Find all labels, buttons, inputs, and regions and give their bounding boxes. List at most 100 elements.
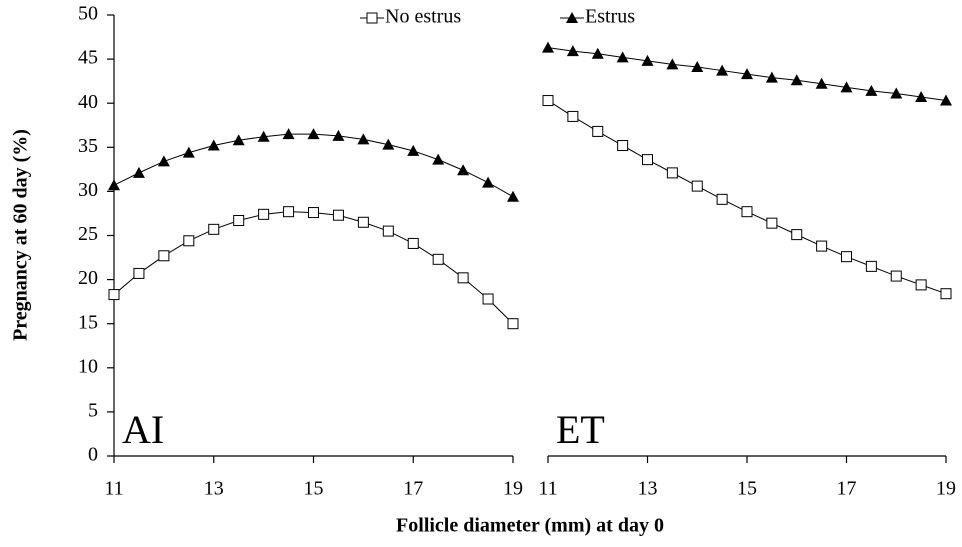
panel-label: ET: [556, 407, 605, 452]
x-tick-label: 11: [538, 478, 557, 500]
series-line: [113, 133, 514, 198]
marker-square: [432, 253, 444, 265]
marker-square: [865, 260, 877, 272]
marker-square: [108, 289, 120, 301]
marker-triangle: [890, 87, 903, 99]
marker-triangle: [840, 81, 853, 93]
marker-square: [567, 110, 579, 122]
marker-square: [716, 193, 728, 205]
marker-square: [308, 207, 319, 219]
x-tick-label: 15: [737, 478, 757, 500]
marker-square: [158, 250, 170, 262]
marker-triangle: [307, 128, 320, 140]
marker-square: [542, 95, 554, 107]
marker-square: [915, 279, 927, 291]
marker-triangle: [641, 54, 654, 66]
y-tick-label: 50: [78, 3, 98, 25]
marker-square: [841, 251, 852, 263]
y-tick-label: 10: [78, 355, 98, 377]
series-line: [113, 211, 514, 325]
marker-square: [507, 318, 519, 330]
marker-triangle: [915, 91, 928, 103]
marker-triangle: [616, 51, 629, 63]
marker-square: [258, 208, 270, 220]
marker-triangle: [591, 47, 604, 59]
marker-square: [890, 270, 902, 282]
marker-triangle: [482, 176, 495, 188]
marker-square: [642, 154, 653, 166]
marker-triangle: [382, 138, 395, 150]
marker-triangle: [566, 45, 579, 57]
marker-square: [208, 223, 220, 235]
y-tick-label: 45: [78, 47, 98, 69]
x-tick-label: 19: [936, 478, 956, 500]
marker-triangle: [157, 155, 170, 167]
marker-triangle: [865, 84, 878, 96]
marker-triangle: [741, 68, 753, 80]
marker-triangle: [257, 130, 270, 142]
marker-triangle: [282, 128, 295, 140]
y-axis-title: Pregnancy at 60 day (%): [10, 129, 32, 341]
marker-square: [357, 216, 369, 228]
x-axis-title: Follicle diameter (mm) at day 0: [396, 515, 664, 537]
x-tick-label: 13: [638, 478, 658, 500]
x-tick-label: 17: [837, 478, 857, 500]
marker-square: [940, 288, 952, 300]
marker-square: [816, 240, 828, 252]
y-tick-label: 25: [78, 223, 98, 245]
marker-triangle: [332, 129, 345, 141]
legend-marker: [566, 12, 578, 23]
marker-square: [233, 215, 245, 227]
marker-triangle: [232, 134, 245, 146]
marker-triangle: [457, 164, 470, 176]
y-tick-label: 30: [78, 179, 98, 201]
marker-square: [382, 225, 394, 237]
marker-square: [183, 235, 195, 247]
marker-triangle: [765, 71, 778, 83]
legend-label: No estrus: [385, 6, 461, 28]
marker-square: [791, 229, 803, 241]
marker-triangle: [357, 133, 370, 145]
marker-square: [407, 237, 419, 249]
marker-square: [617, 140, 629, 152]
x-tick-label: 13: [204, 478, 224, 500]
marker-triangle: [542, 41, 554, 53]
marker-triangle: [666, 58, 679, 70]
marker-square: [332, 209, 344, 221]
y-tick-label: 35: [78, 135, 98, 157]
marker-triangle: [507, 190, 519, 202]
marker-square: [592, 125, 604, 137]
marker-triangle: [108, 179, 120, 191]
marker-square: [457, 272, 469, 284]
marker-triangle: [182, 146, 195, 158]
y-tick-label: 15: [78, 311, 98, 333]
marker-triangle: [940, 94, 952, 106]
marker-triangle: [790, 74, 803, 86]
x-tick-label: 15: [304, 478, 324, 500]
y-tick-label: 20: [78, 267, 98, 289]
marker-triangle: [691, 61, 704, 73]
legend-marker: [366, 12, 378, 24]
marker-square: [283, 206, 295, 218]
marker-triangle: [432, 153, 445, 165]
x-tick-label: 19: [503, 478, 523, 500]
marker-square: [691, 180, 703, 192]
marker-triangle: [407, 144, 420, 156]
marker-square: [133, 267, 145, 279]
x-tick-label: 17: [403, 478, 423, 500]
y-tick-label: 40: [78, 91, 98, 113]
marker-square: [766, 217, 778, 229]
marker-triangle: [815, 77, 828, 89]
legend-label: Estrus: [585, 6, 635, 28]
marker-square: [666, 167, 678, 179]
marker-square: [741, 206, 753, 218]
x-tick-label: 11: [104, 478, 123, 500]
y-tick-label: 0: [88, 444, 98, 466]
series-line: [547, 100, 947, 295]
panel-label: AI: [122, 407, 164, 452]
marker-triangle: [716, 64, 729, 76]
marker-triangle: [207, 139, 220, 151]
marker-triangle: [132, 166, 145, 178]
y-tick-label: 5: [88, 399, 98, 421]
